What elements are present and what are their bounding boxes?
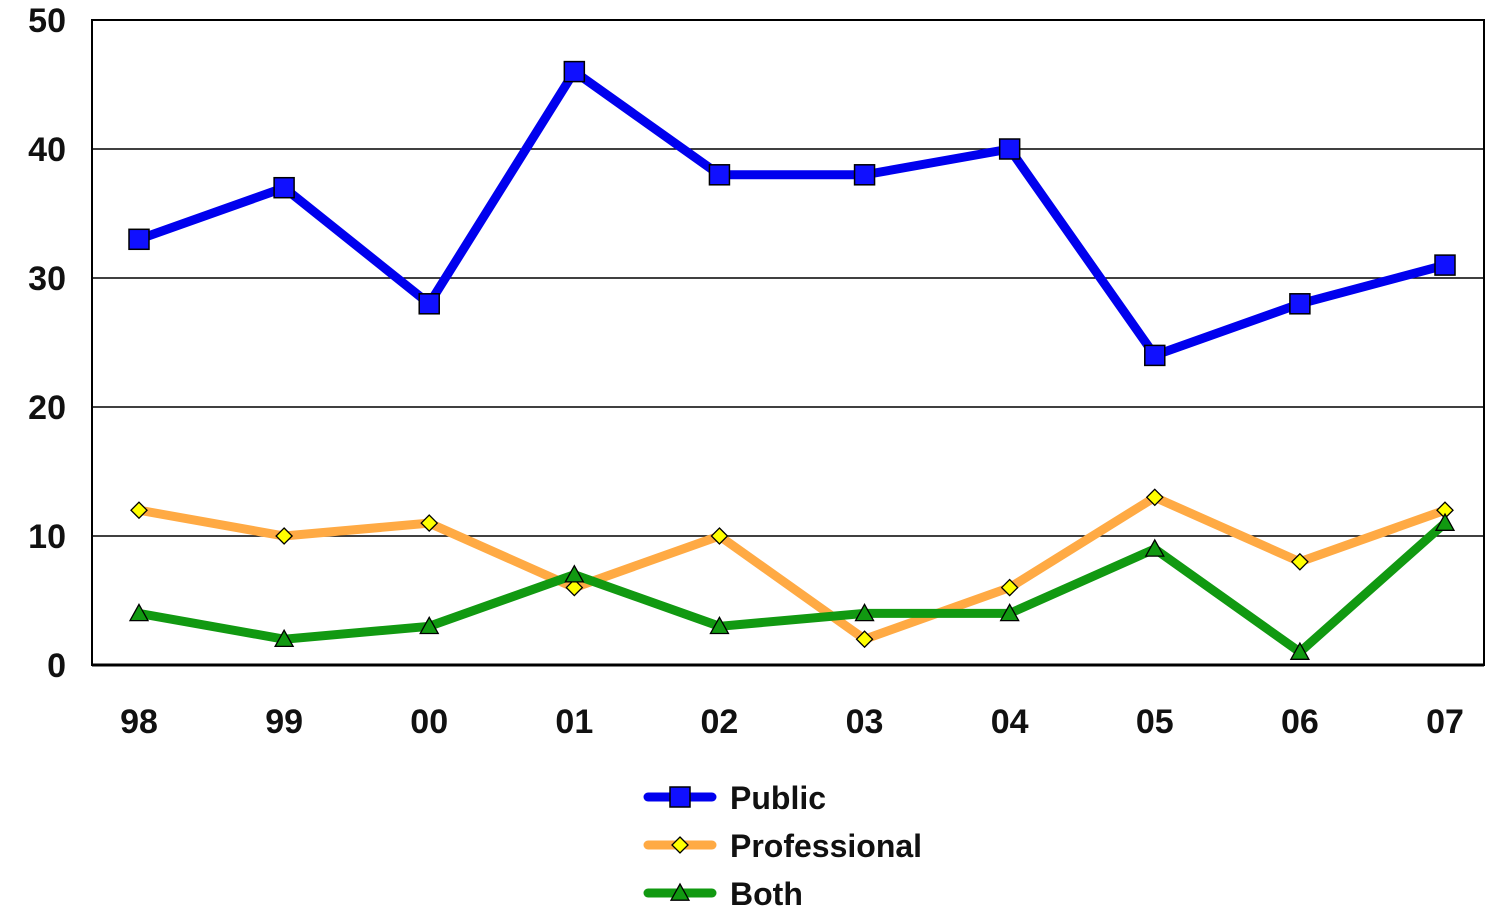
data-point-both-00 bbox=[419, 615, 440, 635]
legend-marker-both bbox=[669, 882, 691, 901]
data-point-both-05 bbox=[1144, 538, 1165, 557]
data-point-public-05 bbox=[1144, 344, 1166, 367]
legend-marker-professional bbox=[671, 836, 689, 854]
data-point-professional-99 bbox=[275, 527, 294, 545]
data-point-public-01 bbox=[563, 60, 586, 83]
series-line-both bbox=[138, 519, 1448, 658]
data-point-professional-05 bbox=[1145, 488, 1164, 507]
data-point-both-03 bbox=[854, 603, 875, 622]
data-point-public-99 bbox=[273, 176, 295, 199]
legend-marker-public bbox=[669, 786, 691, 808]
data-point-professional-03 bbox=[855, 630, 874, 649]
x-axis-ticks: 98 99 00 01 02 03 04 05 06 07 bbox=[120, 703, 1464, 741]
x-tick-label-05: 05 bbox=[1136, 703, 1174, 741]
data-point-public-00 bbox=[418, 293, 440, 315]
data-point-public-98 bbox=[128, 228, 150, 251]
data-point-public-04 bbox=[998, 138, 1021, 160]
legend-label-professional: Professional bbox=[730, 828, 922, 864]
data-point-professional-01 bbox=[565, 578, 584, 597]
series-line-professional bbox=[138, 492, 1447, 645]
x-tick-label-06: 06 bbox=[1281, 703, 1319, 741]
y-tick-label-50: 50 bbox=[28, 2, 66, 40]
data-point-public-03 bbox=[853, 164, 876, 186]
y-tick-label-10: 10 bbox=[28, 518, 66, 556]
x-tick-label-03: 03 bbox=[846, 703, 884, 741]
y-tick-label-20: 20 bbox=[28, 389, 66, 427]
data-point-both-99 bbox=[274, 628, 295, 648]
x-tick-label-02: 02 bbox=[701, 703, 739, 741]
x-tick-label-99: 99 bbox=[265, 703, 303, 741]
data-point-both-04 bbox=[999, 603, 1020, 622]
y-axis-ticks: 0 10 20 30 40 50 bbox=[28, 2, 66, 685]
legend: Public Professional Both bbox=[643, 780, 922, 911]
series-group bbox=[128, 60, 1456, 660]
x-tick-label-01: 01 bbox=[555, 703, 593, 741]
legend-label-both: Both bbox=[730, 876, 803, 911]
data-point-professional-04 bbox=[1000, 578, 1019, 597]
y-tick-label-30: 30 bbox=[28, 260, 66, 298]
data-point-professional-02 bbox=[710, 527, 729, 545]
y-tick-label-40: 40 bbox=[28, 131, 66, 169]
x-tick-label-07: 07 bbox=[1426, 703, 1464, 741]
series-line-public bbox=[137, 65, 1447, 361]
data-point-professional-06 bbox=[1290, 552, 1309, 571]
data-point-professional-00 bbox=[420, 514, 439, 533]
data-point-both-06 bbox=[1289, 641, 1310, 660]
data-point-both-07 bbox=[1434, 512, 1456, 531]
x-tick-label-98: 98 bbox=[120, 703, 158, 741]
data-point-public-07 bbox=[1434, 254, 1456, 276]
data-point-professional-98 bbox=[130, 501, 148, 520]
data-point-both-01 bbox=[564, 564, 585, 583]
plot-frame bbox=[91, 19, 1485, 666]
legend-label-public: Public bbox=[730, 780, 826, 816]
data-point-public-06 bbox=[1289, 293, 1311, 315]
gridlines bbox=[92, 148, 1484, 537]
x-tick-label-04: 04 bbox=[991, 703, 1029, 741]
data-point-public-02 bbox=[708, 164, 731, 186]
data-point-both-02 bbox=[709, 615, 730, 635]
data-point-both-98 bbox=[128, 603, 150, 622]
y-tick-label-0: 0 bbox=[47, 647, 66, 685]
axes bbox=[91, 19, 1485, 667]
x-tick-label-00: 00 bbox=[410, 703, 448, 741]
